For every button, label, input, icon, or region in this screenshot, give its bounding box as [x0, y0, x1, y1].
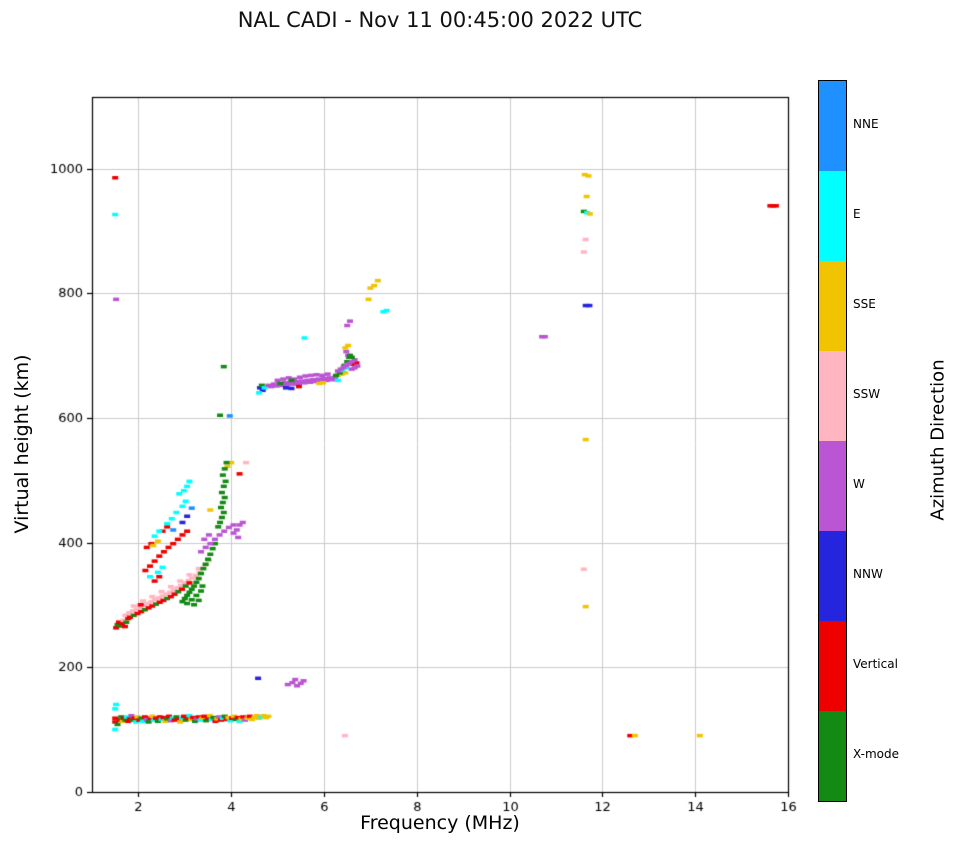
x-axis-label: Frequency (MHz) [360, 812, 520, 834]
colorbar-tick-label-sse: SSE [853, 297, 876, 311]
colorbar-segment-e [819, 171, 846, 261]
colorbar-segment-nne [819, 81, 846, 171]
colorbar-tick-label-x-mode: X-mode [853, 747, 899, 761]
colorbar-tick-label-e: E [853, 207, 861, 221]
colorbar-tick-label-ssw: SSW [853, 387, 881, 401]
colorbar-segment-sse [819, 261, 846, 351]
colorbar-tick-label-w: W [853, 477, 865, 491]
colorbar-tick-label-nnw: NNW [853, 567, 883, 581]
colorbar-segment-w [819, 441, 846, 531]
chart-title: NAL CADI - Nov 11 00:45:00 2022 UTC [237, 8, 643, 32]
colorbar-tick-label-nne: NNE [853, 117, 879, 131]
colorbar [818, 80, 847, 802]
colorbar-segment-x-mode [819, 711, 846, 801]
colorbar-segment-nnw [819, 531, 846, 621]
colorbar-segment-vertical [819, 621, 846, 711]
y-axis-label: Virtual height (km) [11, 354, 33, 534]
colorbar-segment-ssw [819, 351, 846, 441]
colorbar-tick-label-vertical: Vertical [853, 657, 898, 671]
colorbar-axis-label: Azimuth Direction [927, 359, 949, 521]
